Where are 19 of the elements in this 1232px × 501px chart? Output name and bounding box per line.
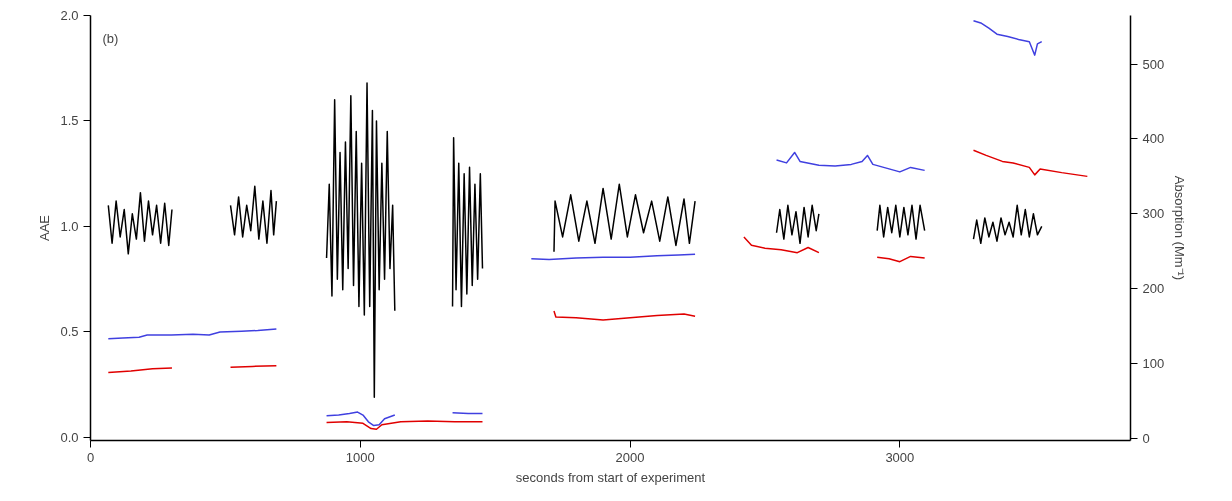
y-axis-title: AAE: [37, 214, 53, 242]
y-tick-label: 0.5: [60, 324, 79, 340]
x-tick-label: 0: [86, 449, 95, 465]
y2-tick-label: 200: [1142, 281, 1165, 297]
y-tick-label: 1.0: [60, 218, 79, 234]
annotation: (b): [102, 30, 119, 46]
x-tick-label: 2000: [615, 449, 645, 465]
y2-tick-label: 100: [1142, 355, 1165, 371]
y2-tick-label: 500: [1142, 56, 1165, 72]
x-tick-label: 3000: [885, 449, 915, 465]
x-axis-title: seconds from start of experiment: [515, 469, 706, 485]
y-tick-label: 0.0: [60, 429, 79, 445]
y2-tick-label: 300: [1142, 206, 1165, 222]
x-tick-label: 1000: [345, 449, 375, 465]
y-tick-label: 1.5: [60, 113, 79, 129]
y2-tick-label: 0: [1142, 430, 1150, 446]
y-tick-label: 2.0: [60, 8, 79, 23]
y2-axis-title: Absorption (Mm⁻¹): [1172, 175, 1188, 281]
y2-tick-label: 400: [1142, 131, 1165, 147]
